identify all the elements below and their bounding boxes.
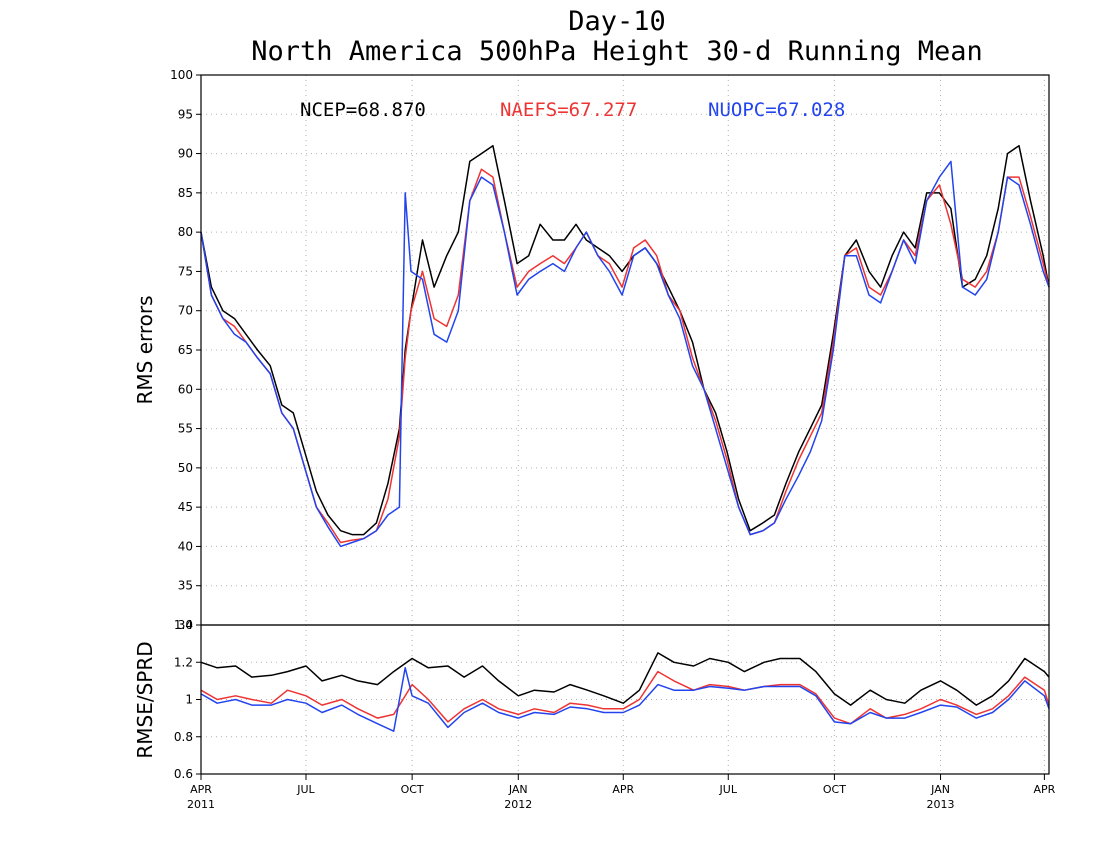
y-axis-title-ratio: RMSE/SPRD <box>133 641 157 758</box>
x-tick-month-label: APR <box>190 783 212 796</box>
main-y-axis: 30 35 40 45 50 55 60 65 70 75 80 85 90 95 100 <box>170 68 201 632</box>
ratio-series-lines <box>200 652 1050 732</box>
x-tick-year-label: 2012 <box>504 798 532 811</box>
x-tick-month-label: JAN <box>508 783 528 796</box>
ratio-y-axis: 0.6 0.8 1 1.2 1.4 <box>174 618 201 781</box>
main-y-tick-label: 85 <box>178 186 193 200</box>
x-tick-month-label: OCT <box>401 783 424 796</box>
x-tick-month-label: JUL <box>296 783 315 796</box>
ratio-gridlines <box>201 625 1049 774</box>
ratio-series-naefs <box>200 670 1050 725</box>
legend-nuopc: NUOPC=67.028 <box>708 99 845 121</box>
x-tick-month-label: JUL <box>719 783 738 796</box>
ratio-series-ncep <box>200 652 1050 706</box>
x-tick-year-label: 2013 <box>927 798 955 811</box>
main-y-tick-label: 80 <box>178 225 193 239</box>
y-axis-title-main: RMS errors <box>133 295 157 404</box>
main-gridlines <box>201 75 1049 625</box>
chart-subtitle: North America 500hPa Height 30-d Running… <box>251 36 983 67</box>
ratio-series-nuopc <box>200 667 1050 732</box>
chart-title: Day-10 <box>568 6 666 37</box>
x-tick-month-label: APR <box>1033 783 1055 796</box>
main-y-tick-label: 75 <box>178 264 193 278</box>
main-series-naefs <box>200 168 1050 544</box>
x-axis: APR 2011 JUL OCT JAN 2012 APR JUL OCT JAN 2013 APR <box>187 774 1056 811</box>
main-y-tick-label: 45 <box>178 500 193 514</box>
ratio-y-tick-label: 0.6 <box>174 767 193 781</box>
main-y-tick-label: 50 <box>178 461 193 475</box>
main-series-nuopc <box>200 160 1050 548</box>
legend-ncep: NCEP=68.870 <box>300 99 426 121</box>
main-y-tick-label: 30 <box>178 618 193 632</box>
main-series-ncep <box>200 144 1050 536</box>
legend-naefs: NAEFS=67.277 <box>500 99 637 121</box>
ratio-y-tick-label: 1.2 <box>174 655 193 669</box>
x-tick-year-label: 2011 <box>187 798 215 811</box>
x-tick-month-label: OCT <box>823 783 846 796</box>
main-y-tick-label: 90 <box>178 147 193 161</box>
ratio-plot-frame <box>200 624 1050 775</box>
main-y-tick-label: 100 <box>170 68 193 82</box>
main-y-tick-label: 40 <box>178 539 193 553</box>
main-y-tick-label: 60 <box>178 382 193 396</box>
main-y-tick-label: 55 <box>178 422 193 436</box>
main-y-tick-label: 65 <box>178 343 193 357</box>
main-y-tick-label: 35 <box>178 579 193 593</box>
legend: NCEP=68.870 NAEFS=67.277 NUOPC=67.028 <box>300 99 845 121</box>
main-y-tick-label: 95 <box>178 107 193 121</box>
ratio-y-tick-label: 1 <box>185 693 193 707</box>
x-tick-month-label: APR <box>612 783 634 796</box>
ratio-y-tick-label: 1.4 <box>174 618 193 632</box>
main-y-tick-label: 70 <box>178 304 193 318</box>
ratio-y-tick-label: 0.8 <box>174 730 193 744</box>
main-series-lines <box>200 144 1050 548</box>
x-tick-month-label: JAN <box>930 783 950 796</box>
